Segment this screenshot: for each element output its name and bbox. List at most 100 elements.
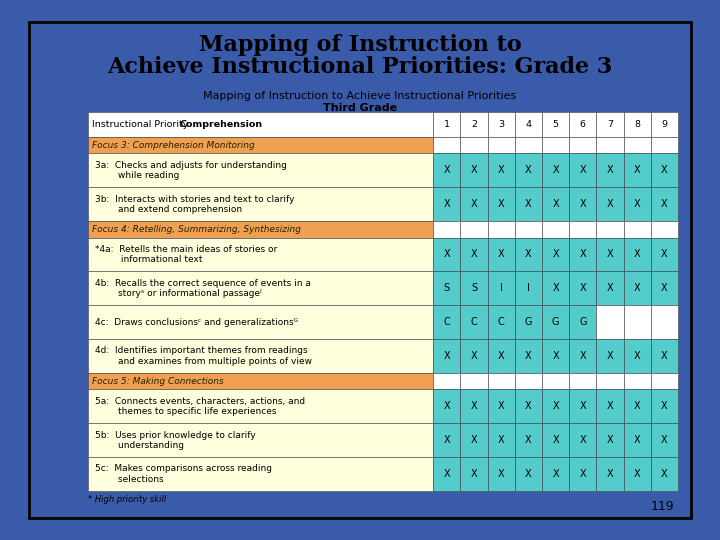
Text: 4: 4: [526, 120, 531, 129]
Bar: [624, 305, 651, 339]
Text: X: X: [634, 469, 641, 479]
Bar: [515, 457, 542, 491]
Bar: [487, 457, 515, 491]
Bar: [89, 389, 433, 423]
Text: X: X: [444, 199, 450, 210]
Bar: [542, 238, 570, 272]
Text: X: X: [444, 401, 450, 411]
Bar: [651, 137, 678, 153]
Text: X: X: [552, 401, 559, 411]
Bar: [433, 221, 461, 238]
Text: X: X: [661, 199, 667, 210]
Bar: [624, 272, 651, 305]
Bar: [515, 187, 542, 221]
Bar: [542, 112, 570, 137]
Text: Third Grade: Third Grade: [323, 103, 397, 113]
Bar: [89, 238, 433, 272]
Bar: [570, 389, 596, 423]
Bar: [596, 457, 624, 491]
Bar: [433, 272, 461, 305]
Text: X: X: [607, 435, 613, 445]
Bar: [542, 339, 570, 373]
Text: S: S: [471, 284, 477, 293]
Text: X: X: [552, 199, 559, 210]
Bar: [651, 339, 678, 373]
Text: C: C: [471, 318, 477, 327]
Bar: [596, 272, 624, 305]
Text: X: X: [607, 199, 613, 210]
Text: X: X: [580, 401, 586, 411]
Bar: [596, 238, 624, 272]
Text: X: X: [471, 435, 477, 445]
Bar: [542, 457, 570, 491]
Text: X: X: [661, 469, 667, 479]
Text: X: X: [444, 351, 450, 361]
Bar: [433, 373, 461, 389]
Bar: [542, 137, 570, 153]
Bar: [570, 457, 596, 491]
Text: 5a:  Connects events, characters, actions, and
        themes to specific life e: 5a: Connects events, characters, actions…: [95, 397, 305, 416]
Bar: [624, 423, 651, 457]
Bar: [461, 373, 487, 389]
Text: X: X: [498, 469, 505, 479]
Bar: [89, 305, 433, 339]
Text: X: X: [552, 165, 559, 176]
Bar: [570, 423, 596, 457]
Text: X: X: [607, 249, 613, 260]
Bar: [570, 137, 596, 153]
Bar: [596, 389, 624, 423]
Bar: [596, 373, 624, 389]
Text: X: X: [552, 435, 559, 445]
Bar: [515, 305, 542, 339]
Text: Achieve Instructional Priorities: Grade 3: Achieve Instructional Priorities: Grade …: [107, 56, 613, 78]
Text: X: X: [525, 165, 532, 176]
Text: X: X: [634, 165, 641, 176]
Text: X: X: [471, 199, 477, 210]
Bar: [596, 112, 624, 137]
Bar: [89, 221, 433, 238]
Text: 9: 9: [662, 120, 667, 129]
Bar: [461, 423, 487, 457]
Text: I: I: [500, 284, 503, 293]
Text: X: X: [471, 351, 477, 361]
Bar: [89, 373, 433, 389]
Text: X: X: [552, 351, 559, 361]
Bar: [651, 373, 678, 389]
Bar: [542, 389, 570, 423]
Bar: [433, 153, 461, 187]
Text: C: C: [444, 318, 450, 327]
Bar: [624, 137, 651, 153]
Bar: [487, 339, 515, 373]
Bar: [515, 221, 542, 238]
Text: X: X: [498, 199, 505, 210]
Bar: [461, 457, 487, 491]
Bar: [89, 187, 433, 221]
Bar: [651, 423, 678, 457]
Bar: [570, 221, 596, 238]
Bar: [570, 305, 596, 339]
Bar: [570, 339, 596, 373]
Bar: [433, 423, 461, 457]
Text: X: X: [444, 469, 450, 479]
Bar: [596, 305, 624, 339]
Bar: [624, 238, 651, 272]
Text: X: X: [661, 284, 667, 293]
Text: Mapping of Instruction to: Mapping of Instruction to: [199, 34, 521, 56]
Bar: [487, 187, 515, 221]
Bar: [89, 423, 433, 457]
Bar: [651, 389, 678, 423]
Text: 8: 8: [634, 120, 640, 129]
Text: X: X: [580, 165, 586, 176]
Bar: [542, 373, 570, 389]
Text: 5: 5: [553, 120, 559, 129]
Text: X: X: [525, 249, 532, 260]
Bar: [651, 272, 678, 305]
Text: 119: 119: [651, 501, 675, 514]
Text: X: X: [634, 401, 641, 411]
Bar: [624, 112, 651, 137]
Bar: [515, 112, 542, 137]
Bar: [624, 339, 651, 373]
Text: X: X: [525, 351, 532, 361]
Text: 7: 7: [607, 120, 613, 129]
Bar: [487, 238, 515, 272]
